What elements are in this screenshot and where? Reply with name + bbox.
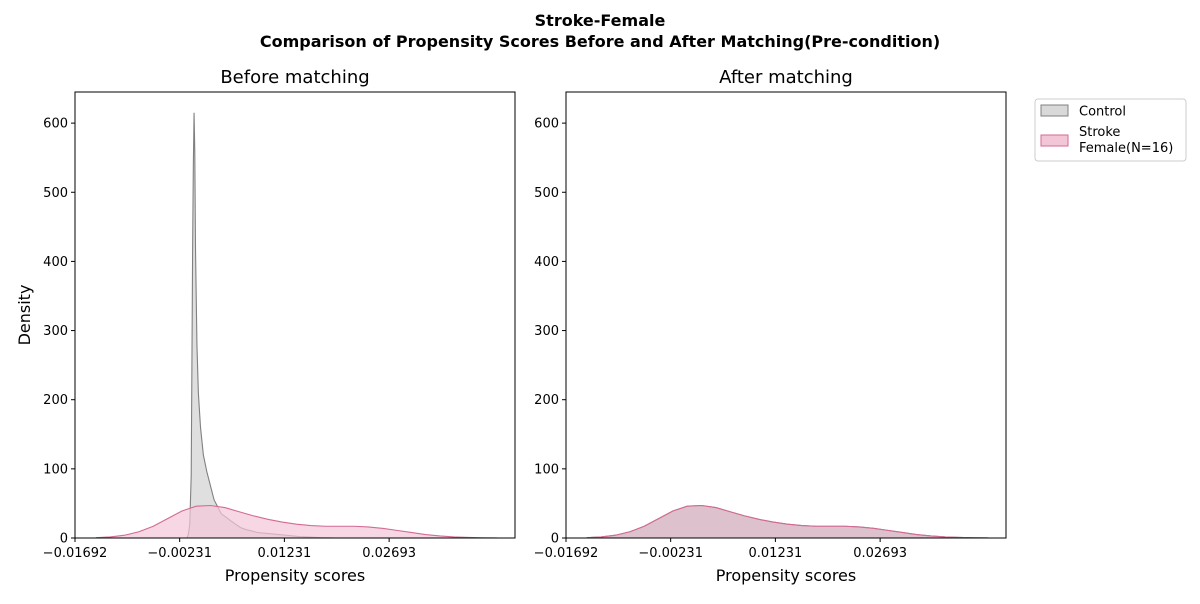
y-tick-label: 400 (43, 255, 68, 270)
y-tick-label: 0 (551, 532, 559, 547)
y-tick-label: 300 (43, 324, 68, 339)
y-axis-label: Density (15, 285, 34, 346)
axes-frame (74, 91, 516, 539)
y-tick-label: 200 (534, 393, 559, 408)
density-line-stroke (95, 504, 498, 539)
y-tick-label: 500 (43, 186, 68, 201)
x-tick-label: 0.02693 (362, 546, 416, 561)
legend-box (1034, 98, 1187, 162)
suptitle-line2: Comparison of Propensity Scores Before a… (260, 32, 940, 51)
x-tick-label: −0.01692 (43, 546, 108, 561)
x-tick-label: 0.01231 (749, 546, 803, 561)
panel-title: After matching (719, 67, 853, 88)
y-tick-label: 400 (534, 255, 559, 270)
density-line-stroke (586, 504, 989, 539)
y-tick-label: 600 (43, 117, 68, 132)
legend-label-control: Control (1079, 105, 1126, 120)
x-axis-label: Propensity scores (225, 566, 365, 585)
y-tick-label: 200 (43, 393, 68, 408)
legend-label-stroke: Stroke (1079, 125, 1120, 140)
y-tick-label: 500 (534, 186, 559, 201)
x-axis-label: Propensity scores (716, 566, 856, 585)
density-area-control (186, 112, 336, 539)
density-area-stroke (586, 505, 989, 538)
legend-label-stroke: Female(N=16) (1079, 141, 1173, 156)
y-tick-label: 100 (534, 462, 559, 477)
y-tick-label: 600 (534, 117, 559, 132)
y-tick-label: 100 (43, 462, 68, 477)
suptitle-line1: Stroke-Female (535, 11, 666, 30)
x-tick-label: −0.01692 (534, 546, 599, 561)
axes-frame (565, 91, 1007, 539)
legend-swatch-stroke (1040, 134, 1069, 147)
panel-before-matching: Before matching 0 100 200 300 400 500 600 −0.016… (15, 67, 516, 585)
x-tick-label: 0.02693 (853, 546, 907, 561)
x-tick-label: −0.00231 (638, 546, 703, 561)
density-line-control (186, 112, 336, 539)
density-area-stroke (95, 505, 498, 538)
legend-swatch-control (1040, 104, 1069, 117)
y-tick-label: 0 (60, 532, 68, 547)
x-tick-label: −0.00231 (147, 546, 212, 561)
panel-title: Before matching (220, 67, 369, 88)
y-tick-label: 300 (534, 324, 559, 339)
x-tick-label: 0.01231 (258, 546, 312, 561)
panel-after-matching: After matching 0 100 200 300 400 500 600 −0.0169… (534, 67, 1007, 585)
